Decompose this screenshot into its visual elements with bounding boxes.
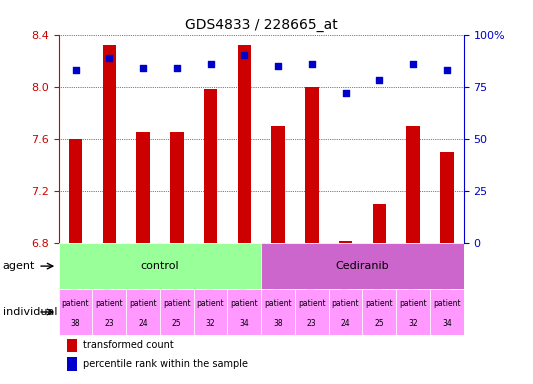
Text: patient: patient bbox=[298, 299, 326, 308]
Bar bbox=[305, 87, 319, 243]
FancyBboxPatch shape bbox=[396, 289, 430, 335]
Text: patient: patient bbox=[163, 299, 191, 308]
FancyBboxPatch shape bbox=[362, 289, 396, 335]
FancyBboxPatch shape bbox=[261, 243, 464, 289]
Bar bbox=[373, 204, 386, 243]
Text: 24: 24 bbox=[138, 319, 148, 328]
Text: agent: agent bbox=[3, 261, 35, 271]
Point bbox=[308, 61, 316, 67]
FancyBboxPatch shape bbox=[59, 289, 92, 335]
FancyBboxPatch shape bbox=[295, 289, 329, 335]
Text: patient: patient bbox=[129, 299, 157, 308]
Text: patient: patient bbox=[433, 299, 461, 308]
Text: patient: patient bbox=[62, 299, 90, 308]
FancyBboxPatch shape bbox=[160, 289, 193, 335]
FancyBboxPatch shape bbox=[430, 289, 464, 335]
FancyBboxPatch shape bbox=[329, 289, 362, 335]
Text: patient: patient bbox=[264, 299, 292, 308]
Point bbox=[375, 78, 384, 84]
Point bbox=[240, 52, 248, 58]
Text: 34: 34 bbox=[239, 319, 249, 328]
Text: 38: 38 bbox=[71, 319, 80, 328]
Text: control: control bbox=[141, 261, 179, 271]
Text: 32: 32 bbox=[206, 319, 215, 328]
Text: percentile rank within the sample: percentile rank within the sample bbox=[83, 359, 248, 369]
Bar bbox=[238, 45, 251, 243]
Text: patient: patient bbox=[399, 299, 427, 308]
Bar bbox=[102, 45, 116, 243]
FancyBboxPatch shape bbox=[261, 289, 295, 335]
Text: 34: 34 bbox=[442, 319, 451, 328]
Text: patient: patient bbox=[366, 299, 393, 308]
Text: patient: patient bbox=[197, 299, 224, 308]
Text: 24: 24 bbox=[341, 319, 350, 328]
FancyBboxPatch shape bbox=[126, 289, 160, 335]
Bar bbox=[136, 132, 150, 243]
FancyBboxPatch shape bbox=[228, 289, 261, 335]
Text: 25: 25 bbox=[172, 319, 182, 328]
Bar bbox=[67, 358, 77, 371]
Text: 32: 32 bbox=[408, 319, 418, 328]
Text: transformed count: transformed count bbox=[83, 341, 174, 351]
Point bbox=[206, 61, 215, 67]
Text: Cediranib: Cediranib bbox=[336, 261, 389, 271]
Point bbox=[341, 90, 350, 96]
FancyBboxPatch shape bbox=[59, 243, 261, 289]
Bar bbox=[440, 152, 454, 243]
Title: GDS4833 / 228665_at: GDS4833 / 228665_at bbox=[185, 18, 337, 32]
Point bbox=[173, 65, 181, 71]
Point bbox=[105, 55, 114, 61]
Point bbox=[409, 61, 417, 67]
Bar bbox=[339, 240, 352, 243]
Text: patient: patient bbox=[230, 299, 258, 308]
Point bbox=[71, 67, 80, 73]
Bar bbox=[406, 126, 420, 243]
Bar bbox=[271, 126, 285, 243]
Bar bbox=[69, 139, 82, 243]
Text: 38: 38 bbox=[273, 319, 283, 328]
FancyBboxPatch shape bbox=[193, 289, 228, 335]
FancyBboxPatch shape bbox=[92, 289, 126, 335]
Bar bbox=[204, 89, 217, 243]
Point bbox=[274, 63, 282, 69]
Text: 23: 23 bbox=[307, 319, 317, 328]
Point bbox=[139, 65, 147, 71]
Text: 25: 25 bbox=[375, 319, 384, 328]
Text: 23: 23 bbox=[104, 319, 114, 328]
Point bbox=[442, 67, 451, 73]
Text: patient: patient bbox=[95, 299, 123, 308]
Text: patient: patient bbox=[332, 299, 359, 308]
Text: individual: individual bbox=[3, 307, 57, 317]
Bar bbox=[170, 132, 183, 243]
Bar bbox=[67, 339, 77, 352]
